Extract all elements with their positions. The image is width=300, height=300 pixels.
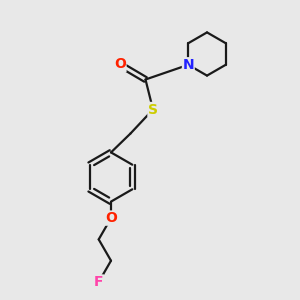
Text: N: N <box>182 58 194 72</box>
Text: O: O <box>114 58 126 71</box>
Text: F: F <box>94 275 104 289</box>
Text: O: O <box>105 211 117 225</box>
Text: S: S <box>148 103 158 116</box>
